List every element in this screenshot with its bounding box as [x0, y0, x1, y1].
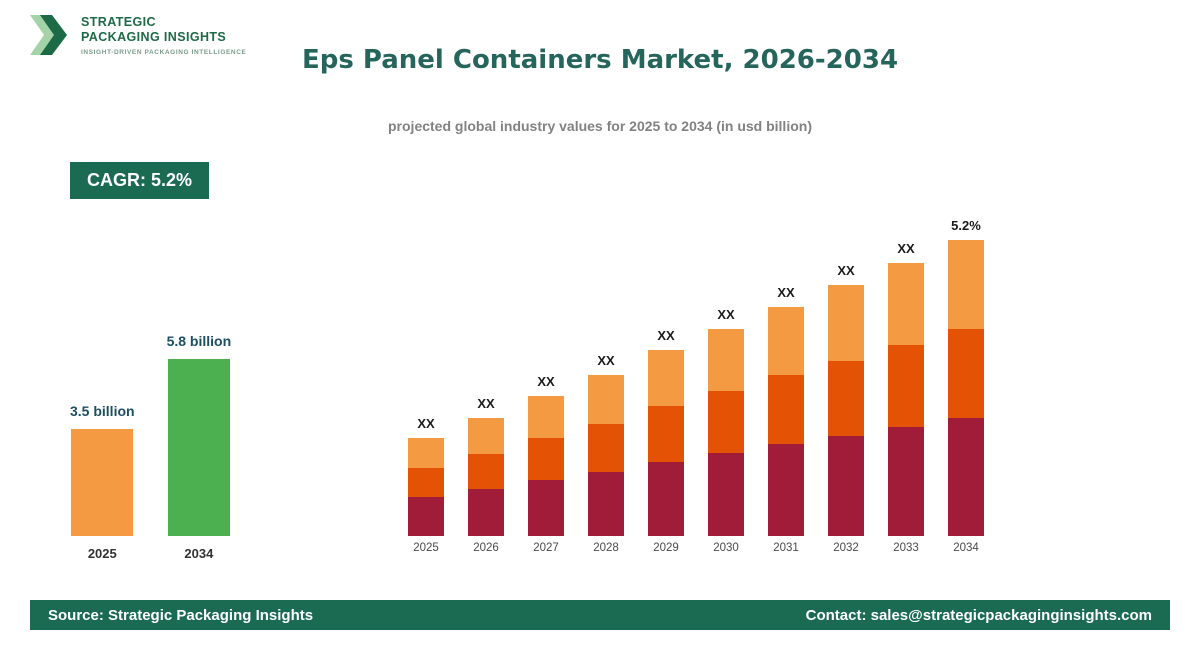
year-axis-label: 2030: [713, 542, 739, 554]
top-segment: [408, 438, 444, 468]
stacked-bar: [948, 240, 984, 536]
stacked-bar: [468, 418, 504, 536]
bottom-segment: [768, 444, 804, 536]
top-segment: [828, 285, 864, 361]
top-segment: [468, 418, 504, 454]
stacked-bar-column: XX 2029: [648, 328, 684, 557]
stacked-bar: [708, 329, 744, 536]
top-segment: [948, 240, 984, 329]
comparison-bar-column: 3.5 billion 2025: [70, 403, 135, 562]
stacked-bar-column: XX 2030: [708, 307, 744, 557]
stacked-bar: [768, 307, 804, 536]
middle-segment: [408, 468, 444, 497]
year-axis-label: 2033: [893, 542, 919, 554]
year-axis-label: 2034: [953, 542, 979, 554]
comparison-bar-column: 5.8 billion 2034: [167, 333, 232, 562]
year-axis-label: 2025: [413, 542, 439, 554]
stacked-bar-chart: XX 2025 XX 2026 XX 2027 XX 2028 XX 2029 XX 2030 XX 20…: [408, 218, 984, 557]
bar-value-label: XX: [837, 263, 855, 278]
comparison-bar: [71, 429, 134, 536]
year-axis-label: 2026: [473, 542, 499, 554]
logo-line2: PACKAGING INSIGHTS: [81, 29, 227, 44]
stacked-bar: [588, 375, 624, 536]
bar-value-label: 3.5 billion: [70, 403, 135, 419]
logo: STRATEGIC PACKAGING INSIGHTS INSIGHT-DRI…: [30, 12, 246, 58]
year-axis-label: 2034: [184, 546, 214, 561]
page-title: Eps Panel Containers Market, 2026-2034: [301, 45, 899, 75]
stacked-bar: [888, 263, 924, 536]
stacked-bar: [828, 285, 864, 536]
bottom-segment: [948, 418, 984, 536]
top-segment: [648, 350, 684, 406]
logo-chevron-icon: [30, 15, 67, 55]
footer-contact: Contact: sales@strategicpackaginginsight…: [805, 606, 1152, 624]
bottom-segment: [588, 472, 624, 536]
bar-value-label: 5.2%: [951, 218, 981, 233]
stacked-bar-column: XX 2026: [468, 396, 504, 557]
logo-text: STRATEGIC PACKAGING INSIGHTS INSIGHT-DRI…: [81, 15, 246, 56]
stacked-bar-column: XX 2031: [768, 285, 804, 557]
bar-value-label: XX: [777, 285, 795, 300]
year-axis-label: 2027: [533, 542, 559, 554]
footer-bar: Source: Strategic Packaging Insights Con…: [30, 600, 1170, 630]
bar-value-label: XX: [537, 374, 555, 389]
bottom-segment: [528, 480, 564, 536]
top-segment: [588, 375, 624, 424]
top-segment: [768, 307, 804, 375]
bar-value-label: XX: [597, 353, 615, 368]
middle-segment: [468, 454, 504, 489]
stacked-bar: [648, 350, 684, 536]
bottom-segment: [828, 436, 864, 536]
stacked-bar-column: XX 2025: [408, 416, 444, 557]
bottom-segment: [468, 489, 504, 536]
year-axis-label: 2031: [773, 542, 799, 554]
bottom-segment: [408, 497, 444, 536]
middle-segment: [888, 345, 924, 427]
top-segment: [708, 329, 744, 391]
top-segment: [528, 396, 564, 438]
bottom-segment: [888, 427, 924, 536]
year-axis-label: 2032: [833, 542, 859, 554]
year-axis-label: 2028: [593, 542, 619, 554]
stacked-bar-column: XX 2032: [828, 263, 864, 557]
middle-segment: [768, 375, 804, 444]
page-subtitle: projected global industry values for 202…: [388, 118, 812, 134]
middle-segment: [528, 438, 564, 480]
stacked-bar-column: XX 2028: [588, 353, 624, 557]
stacked-bar-column: XX 2027: [528, 374, 564, 557]
stacked-bar: [528, 396, 564, 536]
middle-segment: [828, 361, 864, 436]
middle-segment: [948, 329, 984, 418]
year-axis-label: 2025: [87, 546, 117, 561]
stacked-bar-column: 5.2% 2034: [948, 218, 984, 557]
middle-segment: [708, 391, 744, 453]
footer-source: Source: Strategic Packaging Insights: [48, 606, 314, 624]
bar-value-label: XX: [417, 416, 435, 431]
middle-segment: [648, 406, 684, 462]
bar-value-label: XX: [897, 241, 915, 256]
logo-line1: STRATEGIC: [81, 14, 156, 29]
logo-tagline: INSIGHT-DRIVEN PACKAGING INTELLIGENCE: [81, 48, 247, 56]
bar-value-label: 5.8 billion: [166, 333, 232, 349]
bar-value-label: XX: [657, 328, 675, 343]
bottom-segment: [708, 453, 744, 536]
bar-value-label: XX: [717, 307, 735, 322]
year-axis-label: 2029: [653, 542, 679, 554]
cagr-badge: CAGR: 5.2%: [70, 162, 210, 199]
comparison-bar: [167, 359, 230, 536]
bottom-segment: [648, 462, 684, 536]
top-segment: [888, 263, 924, 345]
stacked-bar: [408, 438, 444, 536]
stacked-bar-column: XX 2033: [888, 241, 924, 557]
middle-segment: [588, 424, 624, 472]
bar-value-label: XX: [477, 396, 495, 411]
comparison-bar-chart: 3.5 billion 2025 5.8 billion 2034: [70, 333, 231, 562]
